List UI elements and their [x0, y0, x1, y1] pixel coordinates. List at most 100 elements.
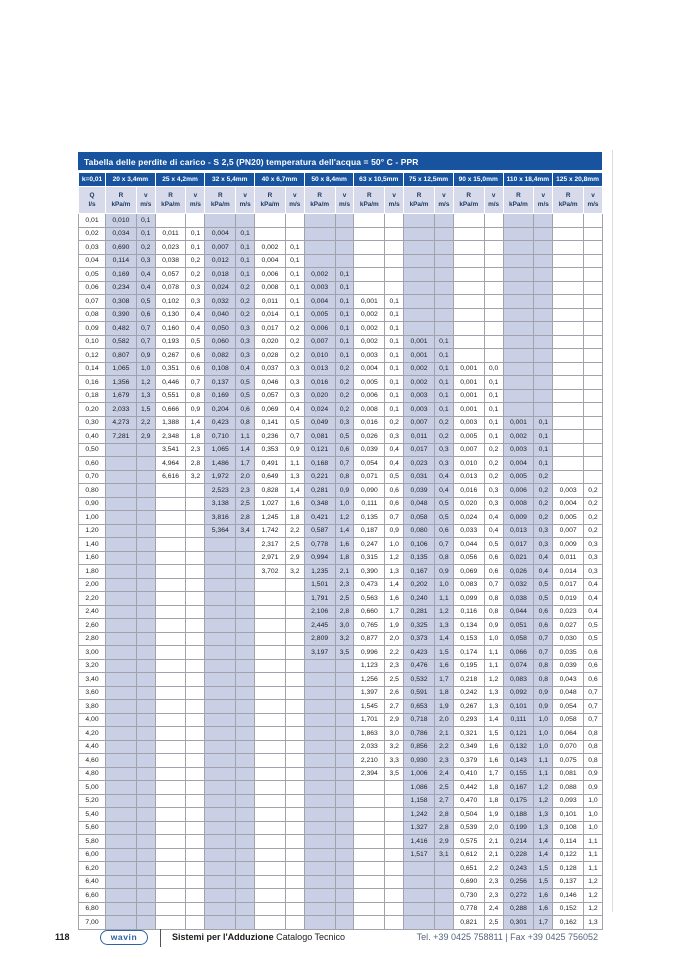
r-value-cell: [105, 739, 137, 754]
v-value-cell: 1,3: [433, 618, 454, 633]
v-value-cell: [185, 712, 206, 727]
v-value-cell: [334, 753, 355, 768]
r-value-cell: [105, 523, 137, 538]
v-value-cell: [135, 496, 156, 511]
r-value-cell: 0,057: [154, 267, 187, 282]
r-value-cell: [452, 321, 485, 336]
table-row: 7,00 0,821 2,5 0,301 1,7 0,162 1,3: [78, 915, 603, 930]
q-value-cell: 0,70: [78, 469, 106, 484]
r-value-cell: 0,114: [552, 834, 585, 849]
v-value-cell: 1,1: [483, 645, 504, 660]
v-value-cell: 0,2: [533, 510, 554, 525]
v-value-cell: 0,5: [533, 591, 554, 606]
r-value-cell: [403, 888, 435, 903]
q-value-cell: 0,02: [78, 226, 106, 241]
v-value-cell: 0,3: [135, 253, 156, 268]
r-value-cell: 0,996: [353, 645, 386, 660]
v-value-cell: [284, 861, 305, 876]
r-value-cell: [105, 456, 137, 471]
velocity-unit-header: v m/s: [235, 186, 256, 214]
v-value-cell: [483, 280, 504, 295]
r-value-cell: [204, 672, 237, 687]
r-value-cell: [204, 591, 237, 606]
v-value-cell: [334, 888, 355, 903]
v-value-cell: [284, 766, 305, 781]
v-value-cell: 3,2: [334, 631, 355, 646]
table-row: 1,20 5,364 3,4 1,742 2,2 0,587 1,4 0,187 0,9 0,08…: [78, 523, 603, 538]
v-value-cell: [284, 901, 305, 916]
r-value-cell: [204, 739, 237, 754]
v-value-cell: 0,9: [185, 402, 206, 417]
v-value-cell: 0,9: [483, 618, 504, 633]
r-value-cell: 0,121: [303, 442, 336, 457]
v-value-cell: 0,4: [533, 564, 554, 579]
footer-contact: Tel. +39 0425 758811 | Fax +39 0425 7560…: [416, 932, 598, 942]
v-value-cell: 1,2: [533, 780, 554, 795]
v-value-cell: 0,5: [583, 631, 603, 646]
r-value-cell: [552, 361, 585, 376]
v-value-cell: [583, 240, 603, 255]
r-value-cell: 0,030: [552, 631, 585, 646]
r-value-cell: 1,006: [403, 766, 435, 781]
r-value-cell: [105, 483, 137, 498]
v-value-cell: 0,1: [334, 294, 355, 309]
v-value-cell: [185, 780, 206, 795]
r-value-cell: 0,446: [154, 375, 187, 390]
table-row: 3,40 1,256 2,5 0,532 1,7 0,218 1,2 0,083 0,8 0,04…: [78, 672, 603, 687]
r-value-cell: [403, 321, 435, 336]
v-value-cell: 0,4: [483, 523, 504, 538]
r-value-cell: [353, 253, 386, 268]
v-value-cell: 2,2: [483, 861, 504, 876]
v-value-cell: 0,1: [433, 402, 454, 417]
v-value-cell: [135, 483, 156, 498]
r-value-cell: [552, 334, 585, 349]
q-value-cell: 1,80: [78, 564, 106, 579]
v-value-cell: 0,5: [235, 375, 256, 390]
r-value-cell: 0,116: [452, 604, 485, 619]
v-value-cell: [433, 253, 454, 268]
r-value-cell: 0,005: [552, 510, 585, 525]
r-value-cell: [154, 766, 187, 781]
r-value-cell: 1,065: [204, 442, 237, 457]
v-value-cell: [185, 213, 206, 228]
r-value-cell: 0,006: [502, 483, 535, 498]
v-value-cell: 1,3: [483, 699, 504, 714]
velocity-unit-header: v m/s: [334, 186, 355, 214]
r-value-cell: 0,004: [502, 456, 535, 471]
r-value-cell: [154, 213, 187, 228]
v-value-cell: [583, 402, 603, 417]
footer-divider: [160, 929, 161, 947]
table-row: 3,00 3,197 3,5 0,996 2,2 0,423 1,5 0,174 1,1 0,06…: [78, 645, 603, 660]
r-value-cell: [502, 388, 535, 403]
r-value-cell: [254, 712, 286, 727]
r-value-cell: [105, 442, 137, 457]
table-row: 4,00 1,701 2,9 0,718 2,0 0,293 1,4 0,111 1,0 0,05…: [78, 712, 603, 727]
v-value-cell: [185, 726, 206, 741]
r-value-cell: 4,273: [105, 415, 137, 430]
r-value-cell: [154, 510, 187, 525]
r-value-cell: [154, 699, 187, 714]
r-value-cell: [254, 847, 286, 862]
v-value-cell: 0,6: [433, 523, 454, 538]
v-value-cell: [185, 672, 206, 687]
v-value-cell: [185, 685, 206, 700]
v-value-cell: 1,3: [483, 685, 504, 700]
r-value-cell: 0,666: [154, 402, 187, 417]
r-value-cell: [403, 240, 435, 255]
v-value-cell: 0,1: [235, 226, 256, 241]
r-value-cell: 0,014: [552, 564, 585, 579]
q-value-cell: 4,80: [78, 766, 106, 781]
v-value-cell: 0,8: [583, 726, 603, 741]
v-value-cell: 0,2: [334, 361, 355, 376]
v-value-cell: [284, 685, 305, 700]
r-value-cell: 0,009: [502, 510, 535, 525]
r-value-cell: 0,690: [452, 874, 485, 889]
v-value-cell: 3,5: [334, 645, 355, 660]
r-value-cell: [254, 915, 286, 930]
v-value-cell: [533, 321, 554, 336]
r-value-cell: 0,090: [353, 483, 386, 498]
v-value-cell: 0,5: [533, 577, 554, 592]
r-value-cell: 0,162: [552, 915, 585, 930]
